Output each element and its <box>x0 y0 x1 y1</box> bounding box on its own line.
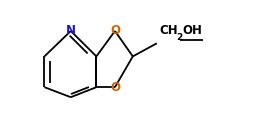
Text: N: N <box>66 24 76 37</box>
Text: 2: 2 <box>176 33 182 42</box>
Text: OH: OH <box>182 24 202 37</box>
Text: O: O <box>110 81 120 94</box>
Text: CH: CH <box>159 24 178 37</box>
Text: O: O <box>110 24 120 37</box>
